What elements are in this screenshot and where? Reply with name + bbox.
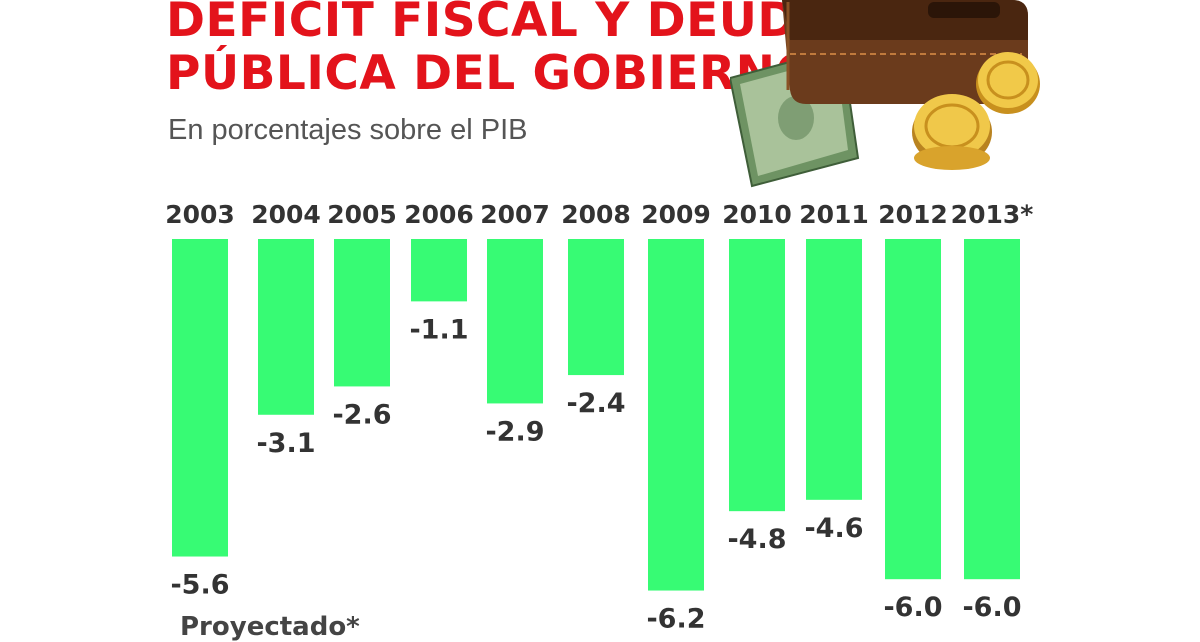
category-label-2009: 2009 [641, 200, 711, 229]
category-label-2013: 2013* [951, 200, 1034, 229]
category-label-2012: 2012 [878, 200, 948, 229]
category-label-2011: 2011 [799, 200, 869, 229]
value-label-2013: -6.0 [962, 592, 1021, 623]
bar-2007 [487, 239, 543, 404]
category-label-2003: 2003 [165, 200, 235, 229]
bar-2009 [648, 239, 704, 591]
bar-2004 [258, 239, 314, 415]
category-label-2004: 2004 [251, 200, 321, 229]
bar-2011 [806, 239, 862, 500]
bar-2010 [729, 239, 785, 512]
category-label-2010: 2010 [722, 200, 792, 229]
bar-2006 [411, 239, 467, 302]
projection-footnote: Proyectado* [180, 612, 360, 642]
value-label-2012: -6.0 [883, 592, 942, 623]
value-label-2006: -1.1 [409, 314, 468, 345]
chart-subtitle: En porcentajes sobre el PIB [168, 114, 528, 146]
value-label-2003: -5.6 [170, 570, 229, 601]
value-label-2004: -3.1 [256, 428, 315, 459]
chart-title-line-1: DEFICIT FISCAL Y DEUDA [166, 0, 834, 48]
bar-2013 [964, 239, 1020, 580]
chart-title: DEFICIT FISCAL Y DEUDA PÚBLICA DEL GOBIE… [166, 0, 834, 100]
value-label-2009: -6.2 [646, 604, 705, 630]
bar-2005 [334, 239, 390, 387]
value-label-2005: -2.6 [332, 399, 391, 430]
category-label-2008: 2008 [561, 200, 631, 229]
chart-title-line-2: PÚBLICA DEL GOBIERNO [166, 46, 816, 101]
value-label-2008: -2.4 [566, 388, 625, 419]
category-label-2007: 2007 [480, 200, 550, 229]
value-label-2010: -4.8 [727, 524, 786, 555]
value-label-2011: -4.6 [804, 513, 863, 544]
bar-2012 [885, 239, 941, 580]
wallet-with-cash-and-coins-icon [730, 0, 1040, 188]
category-label-2006: 2006 [404, 200, 474, 229]
category-label-2005: 2005 [327, 200, 397, 229]
coins-icon [912, 52, 1040, 170]
wallet-icon [782, 0, 1028, 104]
bar-2003 [172, 239, 228, 557]
value-label-2007: -2.9 [485, 416, 544, 447]
bar-2008 [568, 239, 624, 376]
